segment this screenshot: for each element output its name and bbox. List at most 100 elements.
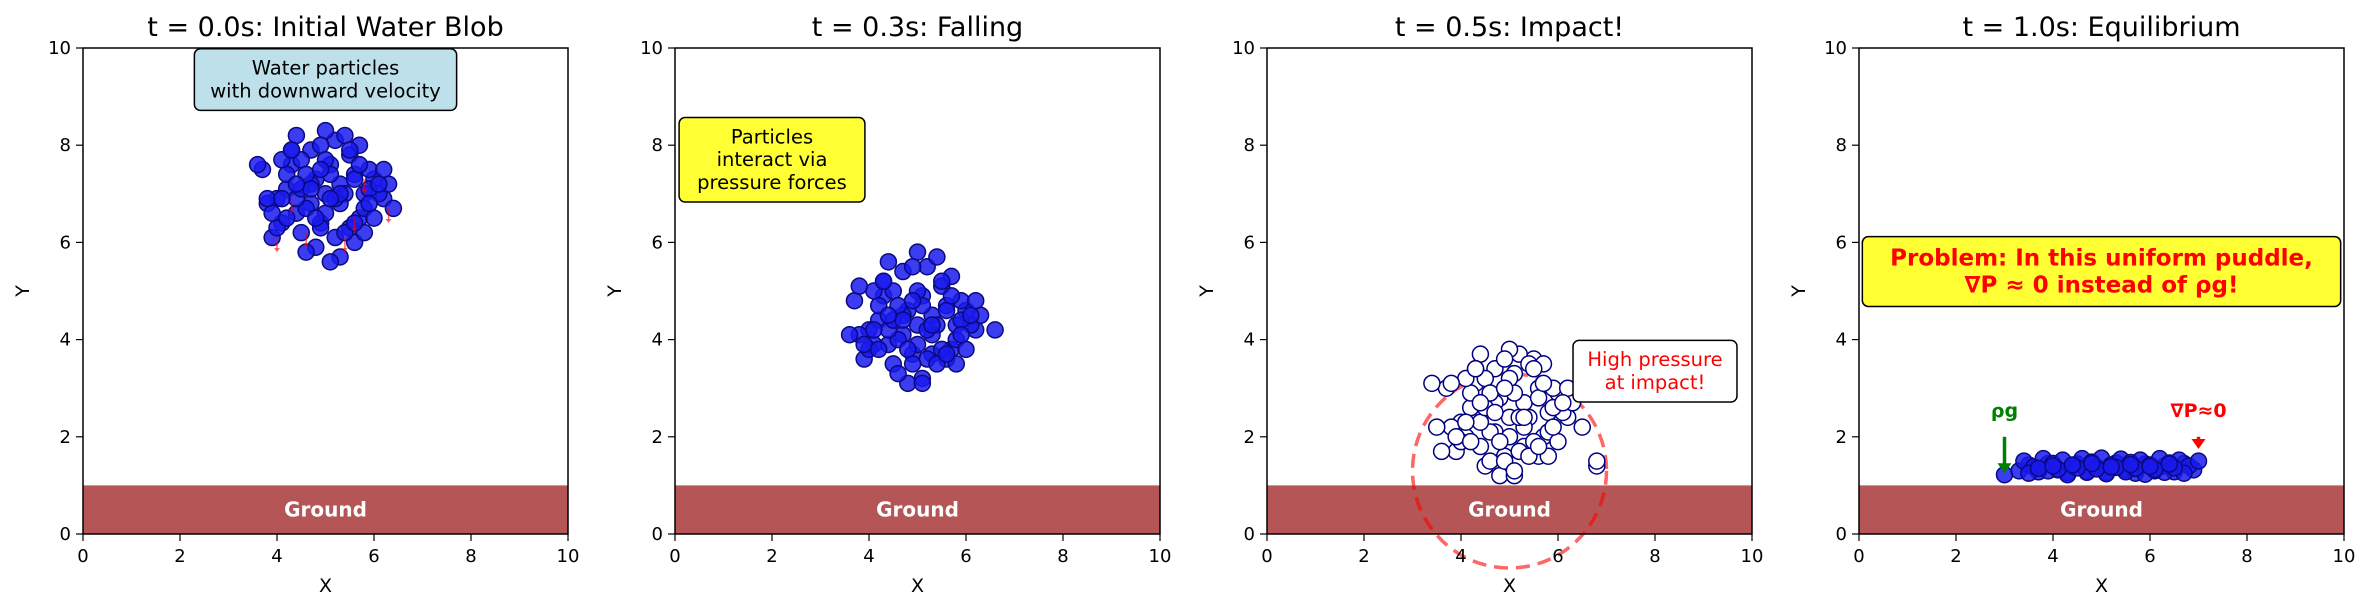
y-axis-label: Y xyxy=(1196,285,1218,298)
x-tick-label: 6 xyxy=(368,546,379,567)
particle xyxy=(1428,418,1446,436)
chart-panel-2: t = 0.3s: Falling Ground Particlesinteract… xyxy=(604,12,1171,597)
x-tick-label: 10 xyxy=(1741,546,1764,567)
particle xyxy=(1534,374,1553,393)
velocity-arrow-head xyxy=(274,248,280,253)
rho-g-label: ρg xyxy=(1991,400,2018,422)
particle xyxy=(350,155,369,174)
y-tick-label: 8 xyxy=(1244,135,1255,156)
particle xyxy=(1461,432,1480,451)
ground-band xyxy=(675,485,1160,534)
y-tick-label: 2 xyxy=(1836,427,1847,448)
x-tick-label: 0 xyxy=(669,546,680,567)
velocity-arrow-head xyxy=(361,189,368,194)
particle xyxy=(321,189,340,208)
particle xyxy=(1457,413,1475,431)
ground-label: Ground xyxy=(284,498,367,522)
particle xyxy=(1495,379,1514,397)
particle xyxy=(2141,457,2159,476)
x-tick-label: 2 xyxy=(1950,546,1961,567)
y-tick-label: 6 xyxy=(60,232,71,253)
annotation-text: Particles xyxy=(731,125,813,148)
grad-p-label: ∇P≈0 xyxy=(2170,400,2226,422)
x-tick-label: 6 xyxy=(2144,546,2155,567)
chart-title: t = 0.3s: Falling xyxy=(812,12,1023,43)
particle xyxy=(908,243,927,261)
axes-frame xyxy=(1858,47,2345,535)
y-tick-label: 8 xyxy=(1836,135,1847,156)
particle xyxy=(282,141,301,159)
particle xyxy=(1491,432,1509,451)
x-tick-label: 2 xyxy=(174,546,185,567)
grad-p-arrow-head xyxy=(2191,438,2206,449)
particle xyxy=(277,209,296,227)
annotation-box-frame xyxy=(193,48,458,112)
particle xyxy=(903,355,922,373)
y-tick-label: 0 xyxy=(1244,524,1255,545)
x-tick-label: 10 xyxy=(2333,546,2356,567)
particle xyxy=(2083,454,2101,473)
y-tick-label: 6 xyxy=(1836,232,1847,253)
particle xyxy=(248,155,267,174)
x-tick-label: 0 xyxy=(77,546,88,567)
ground-band xyxy=(1859,485,2344,534)
chart-panel-4: t = 1.0s: Equilibrium Ground ρg ∇P≈0 Problem… xyxy=(1788,12,2355,597)
particle xyxy=(2102,458,2120,476)
velocity-arrow-head xyxy=(341,248,348,253)
particle xyxy=(957,340,975,359)
particle xyxy=(1447,428,1465,446)
y-tick-label: 2 xyxy=(652,427,663,448)
particle xyxy=(889,364,907,383)
y-tick-label: 10 xyxy=(640,38,663,59)
velocity-arrow-head xyxy=(351,228,358,233)
particle xyxy=(923,316,941,334)
x-tick-label: 8 xyxy=(2241,546,2252,567)
y-tick-label: 6 xyxy=(1244,232,1255,253)
particle xyxy=(2044,457,2062,475)
x-tick-label: 8 xyxy=(465,546,476,567)
particle xyxy=(903,257,922,276)
annotation-text: ∇P ≈ 0 instead of ρg! xyxy=(1965,273,2239,299)
particle xyxy=(273,189,291,208)
particle xyxy=(302,180,320,198)
chart-title: t = 0.5s: Impact! xyxy=(1395,12,1624,43)
particle xyxy=(321,253,340,271)
particles xyxy=(1995,449,2208,484)
particle xyxy=(345,170,364,188)
particle xyxy=(2029,459,2048,478)
x-tick-label: 8 xyxy=(1057,546,1068,567)
particle xyxy=(2160,455,2179,473)
ground-label: Ground xyxy=(1468,498,1551,522)
particles xyxy=(840,243,1004,393)
annotation-box: Problem: In this uniform puddle,∇P ≈ 0 i… xyxy=(1861,235,2342,308)
particle xyxy=(1529,389,1548,407)
particle xyxy=(845,291,864,310)
ground-label: Ground xyxy=(2060,498,2143,522)
x-tick-label: 0 xyxy=(1853,546,1864,567)
y-tick-label: 0 xyxy=(60,524,71,545)
particle xyxy=(865,321,883,339)
particle xyxy=(336,126,354,145)
y-tick-label: 8 xyxy=(60,135,71,156)
x-tick-label: 4 xyxy=(1455,546,1466,567)
particle xyxy=(263,204,281,222)
particle xyxy=(365,209,383,227)
y-tick-label: 6 xyxy=(652,232,663,253)
particle xyxy=(942,287,961,305)
particle xyxy=(1554,394,1572,412)
annotation-text: interact via xyxy=(717,148,828,171)
particle xyxy=(962,306,980,325)
particle xyxy=(1481,452,1499,470)
particle xyxy=(1466,360,1485,378)
ground-label: Ground xyxy=(876,498,959,522)
particle xyxy=(879,306,898,325)
ground-band xyxy=(1267,485,1752,534)
particle xyxy=(1505,462,1524,480)
particle xyxy=(937,345,956,363)
particle xyxy=(258,189,277,208)
particle xyxy=(1525,360,1543,378)
particle xyxy=(1486,403,1504,422)
velocity-arrow-head xyxy=(303,243,310,248)
particle xyxy=(874,272,893,291)
